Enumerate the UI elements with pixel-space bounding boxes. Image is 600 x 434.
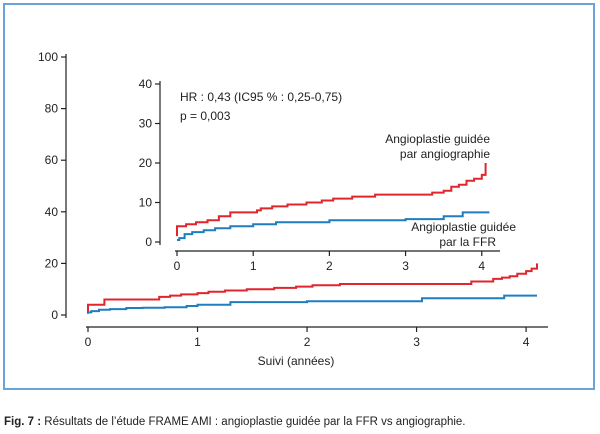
main-x-tick-label: 4 <box>523 335 530 349</box>
inset-series-angiography-line <box>176 163 487 237</box>
main-x-tick-label: 1 <box>194 335 201 349</box>
p-value-annotation: p = 0,003 <box>180 109 231 123</box>
figure-caption: Fig. 7 : Résultats de l’étude FRAME AMI … <box>4 416 466 428</box>
inset-x-tick-label: 2 <box>326 259 333 273</box>
caption-label: Fig. 7 : <box>4 416 42 428</box>
main-y-tick-label: 40 <box>45 205 59 219</box>
main-x-tick-label: 3 <box>413 335 420 349</box>
inset-y-tick-label: 20 <box>139 156 153 170</box>
main-x-tick-label: 0 <box>85 335 92 349</box>
main-y-tick-label: 20 <box>45 256 59 270</box>
legend-blue-line1: Angioplastie guidée <box>411 220 516 234</box>
inset-y-tick-label: 10 <box>139 196 153 210</box>
main-y-tick-label: 60 <box>45 153 59 167</box>
main-x-tick-label: 2 <box>304 335 311 349</box>
main-y-tick-label: 0 <box>51 308 58 322</box>
legend-red-line1: Angioplastie guidée <box>385 132 490 146</box>
legend-blue-line2: par la FFR <box>439 235 496 249</box>
main-series-ffr-line <box>88 294 537 314</box>
legend-red-line2: par angiographie <box>400 147 490 161</box>
figure-frame <box>3 3 595 390</box>
inset-x-tick-label: 3 <box>402 259 409 273</box>
inset-y-tick-label: 40 <box>139 77 153 91</box>
main-y-tick-label: 80 <box>45 102 59 116</box>
hr-annotation: HR : 0,43 (IC95 % : 0,25-0,75) <box>180 90 342 104</box>
inset-x-tick-label: 4 <box>478 259 485 273</box>
main-x-axis-label: Suivi (années) <box>258 354 335 368</box>
inset-x-tick-label: 1 <box>250 259 257 273</box>
inset-x-tick-label: 0 <box>174 259 181 273</box>
inset-chart: 0 10 20 30 40 0 1 2 3 4 <box>139 77 500 273</box>
inset-y-tick-label: 0 <box>145 235 152 249</box>
caption-text: Résultats de l’étude FRAME AMI : angiopl… <box>41 416 466 428</box>
main-series-angiography-line <box>87 263 538 314</box>
inset-series-ffr-line <box>177 211 490 241</box>
inset-y-tick-label: 30 <box>139 117 153 131</box>
main-y-tick-label: 100 <box>38 50 58 64</box>
annotations: HR : 0,43 (IC95 % : 0,25-0,75) p = 0,003… <box>180 90 516 249</box>
